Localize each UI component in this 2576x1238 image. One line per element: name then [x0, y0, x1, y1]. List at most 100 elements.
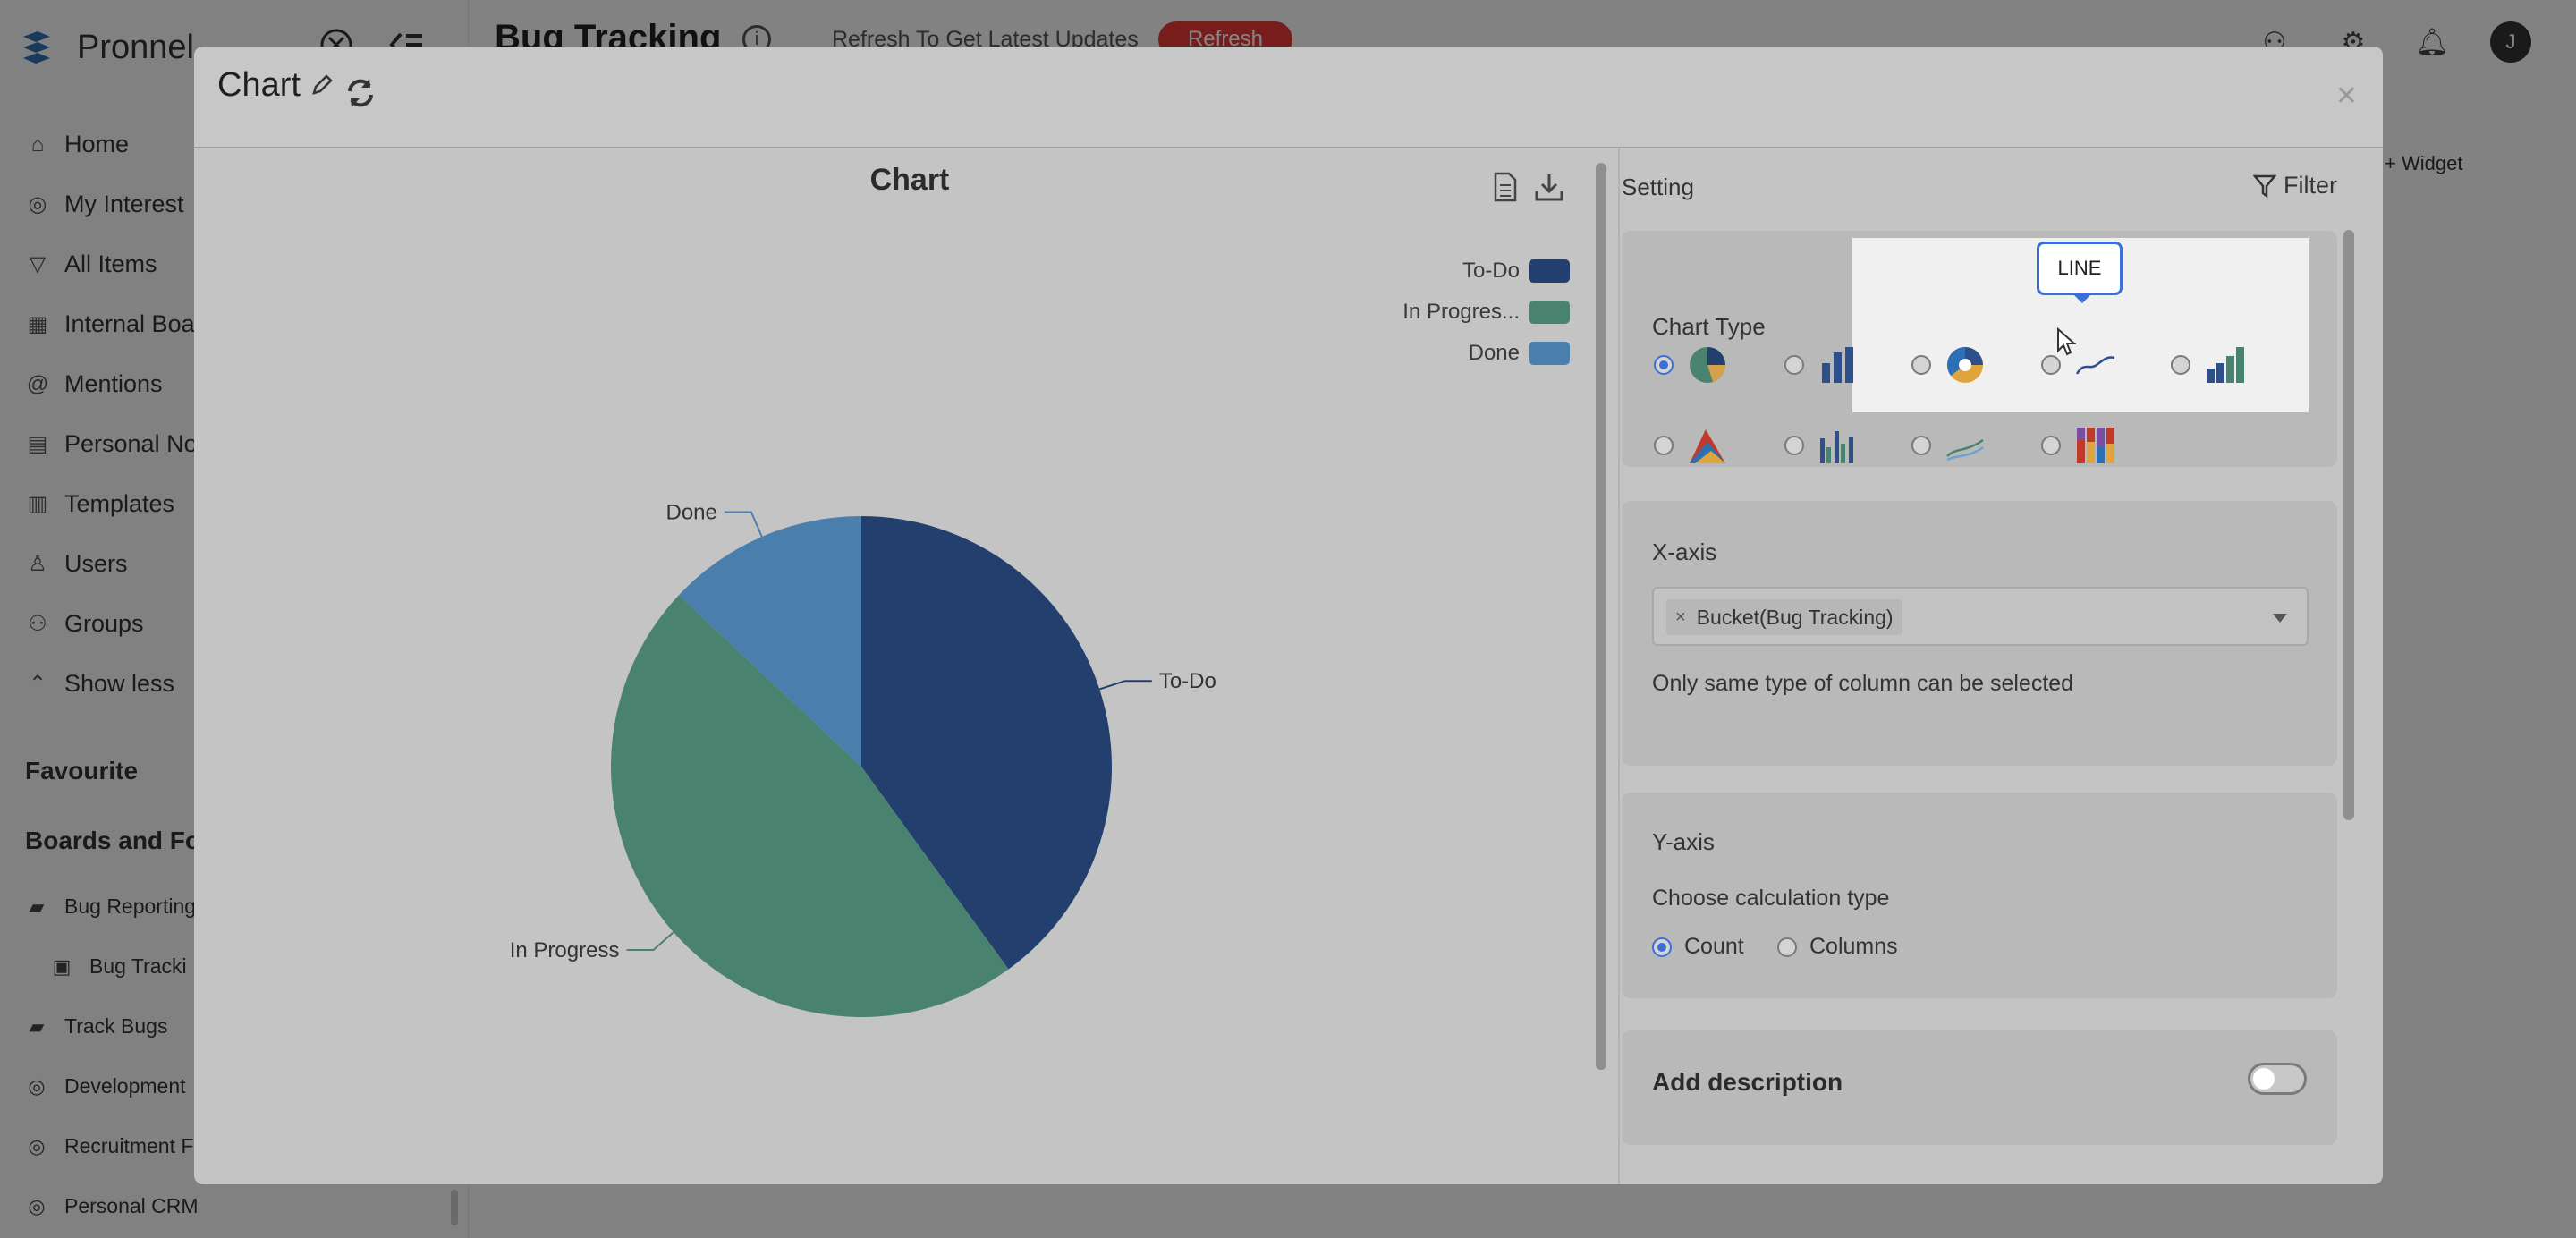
board-item-label: Development: [64, 1074, 186, 1098]
sidebar-scrollbar[interactable]: [451, 1190, 458, 1225]
filter-icon: [2253, 174, 2276, 198]
chart-type-radio[interactable]: [2041, 355, 2061, 375]
chart-type-radio[interactable]: [1784, 355, 1804, 375]
legend-item[interactable]: Done: [1402, 333, 1570, 374]
sidebar-item-my-interest[interactable]: ◎ My Interest: [25, 174, 198, 234]
pie-slice-label: Done: [666, 500, 717, 524]
chart-type-line[interactable]: [2041, 343, 2116, 386]
chart-type-multi-line[interactable]: [1911, 424, 1987, 467]
filter-icon: ▽: [29, 252, 47, 276]
board-item[interactable]: ▰ Track Bugs: [25, 996, 199, 1056]
stacked-bar-chart-icon[interactable]: [2203, 343, 2246, 386]
doughnut-chart-icon[interactable]: [1944, 343, 1987, 386]
columns-radio[interactable]: [1777, 937, 1797, 957]
sidebar-item-mentions[interactable]: @ Mentions: [25, 354, 198, 414]
chart-type-radio[interactable]: [1654, 355, 1674, 375]
chart-type-stacked-column[interactable]: [2041, 424, 2116, 467]
x-axis-tag: × Bucket(Bug Tracking): [1666, 599, 1902, 635]
groups-icon: ⚇: [28, 612, 47, 636]
stacked-column-chart-icon[interactable]: [2073, 424, 2116, 467]
sidebar-item-label: Groups: [64, 610, 144, 637]
brand[interactable]: Pronnel: [20, 29, 194, 67]
dropdown-arrow-icon[interactable]: [2273, 614, 2287, 623]
columns-label: Columns: [1809, 934, 1898, 959]
pie-label-line: [724, 511, 763, 538]
board-item[interactable]: ◎ Personal CRM: [25, 1176, 198, 1236]
chart-type-bar[interactable]: [1784, 343, 1860, 386]
sidebar-item-all-items[interactable]: ▽ All Items: [25, 234, 198, 294]
briefcase-icon: ▣: [52, 954, 72, 978]
pie-slice-done[interactable]: [678, 516, 861, 767]
board-item[interactable]: ▰ Bug Reporting: [25, 877, 199, 937]
sync-icon[interactable]: [344, 77, 377, 109]
avatar[interactable]: J: [2490, 21, 2531, 63]
document-icon[interactable]: [1493, 172, 1518, 202]
sidebar-item-internal-boa[interactable]: ▦ Internal Boa: [25, 294, 198, 354]
board-item[interactable]: ▣ Bug Tracki: [25, 937, 199, 996]
board-item-label: Bug Reporting: [64, 895, 197, 918]
legend-label: Done: [1468, 341, 1520, 365]
legend-item[interactable]: To-Do: [1402, 250, 1570, 292]
boards-title[interactable]: Boards and Fo: [25, 827, 201, 854]
sidebar-item-label: Internal Boa: [64, 310, 195, 337]
sidebar-item-personal-no[interactable]: ▤ Personal No: [25, 414, 198, 474]
chart-type-radio[interactable]: [2041, 436, 2061, 455]
toggle-knob: [2253, 1068, 2275, 1090]
chart-type-tooltip: LINE: [2037, 242, 2123, 303]
sidebar-item-show-less[interactable]: ⌃ Show less: [25, 654, 198, 714]
chevron-up-icon: ⌃: [28, 672, 47, 696]
calc-option-count[interactable]: Count: [1652, 934, 1744, 960]
multi-line-chart-icon[interactable]: [1944, 424, 1987, 467]
sidebar-item-groups[interactable]: ⚇ Groups: [25, 594, 198, 654]
sidebar-item-templates[interactable]: ▥ Templates: [25, 474, 198, 534]
sidebar-item-home[interactable]: ⌂ Home: [25, 114, 198, 174]
x-axis-select[interactable]: × Bucket(Bug Tracking): [1652, 587, 2309, 646]
count-radio[interactable]: [1652, 937, 1672, 957]
main-nav: ⌂ Home ◎ My Interest ▽ All Items ▦ Internal Boa…: [25, 114, 198, 714]
chart-type-radio[interactable]: [1784, 436, 1804, 455]
pie-chart-icon[interactable]: [1686, 343, 1729, 386]
sidebar-item-label: Users: [64, 550, 128, 577]
chart-type-stacked-bar[interactable]: [2171, 343, 2246, 386]
pie-slice-to-do[interactable]: [861, 516, 1113, 970]
legend-swatch: [1529, 342, 1570, 365]
description-toggle[interactable]: [2248, 1063, 2307, 1095]
area-chart-icon[interactable]: [1686, 424, 1729, 467]
chart-type-pie[interactable]: [1654, 343, 1729, 386]
add-widget-button[interactable]: + Widget: [2385, 152, 2463, 174]
chart-type-doughnut[interactable]: [1911, 343, 1987, 386]
filter-button[interactable]: Filter: [2253, 172, 2337, 199]
legend-label: In Progres...: [1402, 300, 1520, 324]
chart-scrollbar[interactable]: [1596, 163, 1606, 1070]
grouped-bar-chart-icon[interactable]: [1817, 424, 1860, 467]
setting-label: Setting: [1622, 174, 1694, 200]
board-item[interactable]: ◎ Development: [25, 1056, 199, 1116]
calc-option-columns[interactable]: Columns: [1777, 934, 1898, 960]
chart-type-radio[interactable]: [2171, 355, 2190, 375]
target-icon: ◎: [28, 192, 47, 216]
settings-scrollbar[interactable]: [2343, 230, 2354, 820]
close-icon[interactable]: ✕: [2334, 81, 2358, 111]
bar-chart-icon[interactable]: [1817, 343, 1860, 386]
line-chart-icon[interactable]: [2073, 343, 2116, 386]
count-label: Count: [1684, 934, 1744, 959]
y-axis-card: Y-axis Choose calculation type Count Col…: [1622, 793, 2337, 998]
sidebar-item-users[interactable]: ♙ Users: [25, 534, 198, 594]
pie-slice-in-progress[interactable]: [610, 595, 1009, 1018]
download-icon[interactable]: [1534, 172, 1564, 202]
chart-type-radio[interactable]: [1911, 436, 1931, 455]
favourite-title[interactable]: Favourite: [25, 757, 139, 784]
legend-label: To-Do: [1462, 259, 1520, 283]
chart-modal: Chart ✕ Chart To-Do In Progres... Done To-…: [194, 47, 2383, 1184]
at-icon: @: [26, 371, 49, 396]
chart-type-radio[interactable]: [1911, 355, 1931, 375]
remove-tag-icon[interactable]: ×: [1675, 606, 1686, 627]
chart-type-area[interactable]: [1654, 424, 1729, 467]
pencil-icon[interactable]: [309, 72, 334, 98]
legend-item[interactable]: In Progres...: [1402, 292, 1570, 333]
x-axis-tag-label: Bucket(Bug Tracking): [1696, 605, 1894, 629]
chart-type-grouped-bar[interactable]: [1784, 424, 1860, 467]
board-item[interactable]: ◎ Recruitment F: [25, 1116, 199, 1176]
chart-type-radio[interactable]: [1654, 436, 1674, 455]
bell-icon[interactable]: 🔔︎: [2414, 27, 2450, 57]
